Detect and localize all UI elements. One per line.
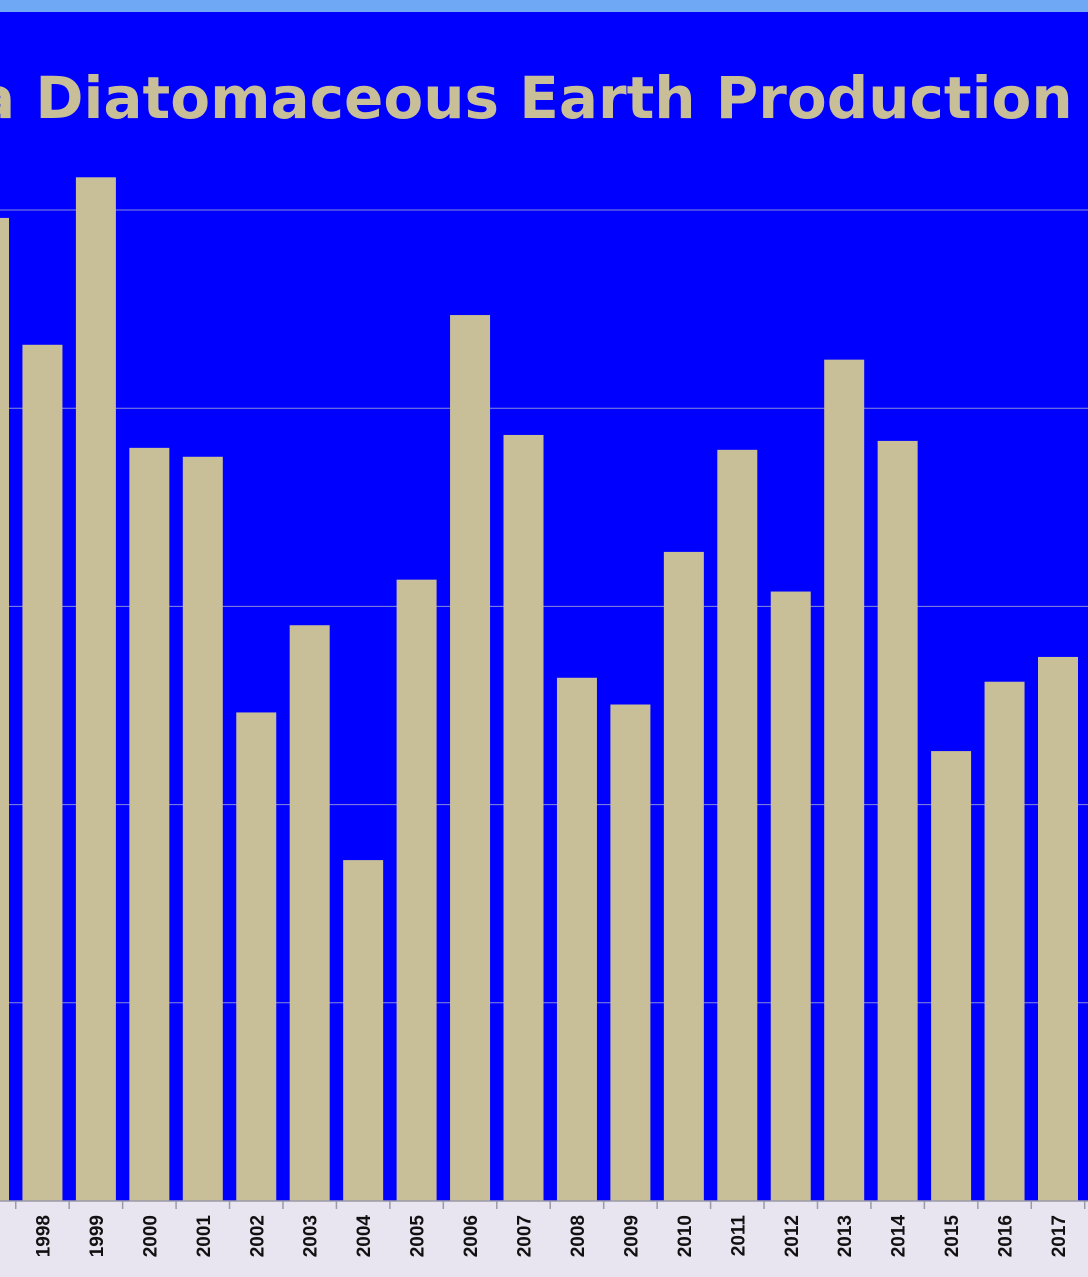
x-tick-label-2004: 2004 xyxy=(354,1215,375,1258)
bars xyxy=(0,177,1078,1202)
x-tick-label-2009: 2009 xyxy=(621,1215,642,1257)
bar-2013 xyxy=(824,359,865,1201)
bar-2000 xyxy=(129,447,170,1202)
x-tick-label-2017: 2017 xyxy=(1049,1215,1070,1257)
bar-1997 xyxy=(0,217,9,1202)
bar-2017 xyxy=(1038,656,1078,1201)
bar-2010 xyxy=(663,551,704,1201)
x-tick-label-2005: 2005 xyxy=(408,1215,429,1258)
x-axis-labels: 1997 1998 1999 2000 2001 2002 2003 2004 2005 2006… xyxy=(0,1215,1070,1258)
bar-2002 xyxy=(236,712,277,1201)
x-tick-label-2002: 2002 xyxy=(247,1215,268,1257)
bar-2007 xyxy=(503,434,544,1201)
bar-2015 xyxy=(931,751,972,1201)
x-tick-label-1999: 1999 xyxy=(87,1215,108,1257)
bar-2006 xyxy=(450,315,491,1201)
bar-2014 xyxy=(877,440,918,1201)
x-tick-label-2010: 2010 xyxy=(675,1215,696,1257)
x-tick-label-2015: 2015 xyxy=(942,1215,963,1258)
x-tick-label-2013: 2013 xyxy=(835,1215,856,1257)
x-tick-label-2016: 2016 xyxy=(996,1215,1017,1257)
bar-2016 xyxy=(984,681,1025,1201)
bar-2011 xyxy=(717,449,758,1201)
x-tick-label-2011: 2011 xyxy=(728,1215,749,1257)
bar-2004 xyxy=(343,860,384,1201)
x-axis-ticks xyxy=(14,1201,1086,1209)
chart-title: a Diatomaceous Earth Production xyxy=(0,64,1073,132)
x-tick-label-2012: 2012 xyxy=(782,1215,803,1257)
bar-2008 xyxy=(556,677,597,1201)
window-top-strip xyxy=(0,0,1088,12)
x-tick-label-2003: 2003 xyxy=(301,1215,322,1257)
x-tick-label-2001: 2001 xyxy=(194,1215,215,1258)
bar-2003 xyxy=(289,625,330,1201)
bar-2012 xyxy=(770,591,811,1201)
bar-1999 xyxy=(75,177,116,1201)
bar-1998 xyxy=(22,344,63,1201)
x-tick-label-1997: 1997 xyxy=(0,1215,1,1257)
x-tick-label-2007: 2007 xyxy=(515,1215,536,1257)
x-tick-label-1998: 1998 xyxy=(33,1215,54,1257)
x-tick-label-2000: 2000 xyxy=(140,1215,161,1257)
bar-2005 xyxy=(396,579,437,1201)
bar-2009 xyxy=(610,704,651,1201)
bar-2001 xyxy=(182,456,223,1201)
x-tick-label-2006: 2006 xyxy=(461,1215,482,1257)
x-tick-label-2014: 2014 xyxy=(889,1215,910,1258)
x-tick-label-2008: 2008 xyxy=(568,1215,589,1257)
